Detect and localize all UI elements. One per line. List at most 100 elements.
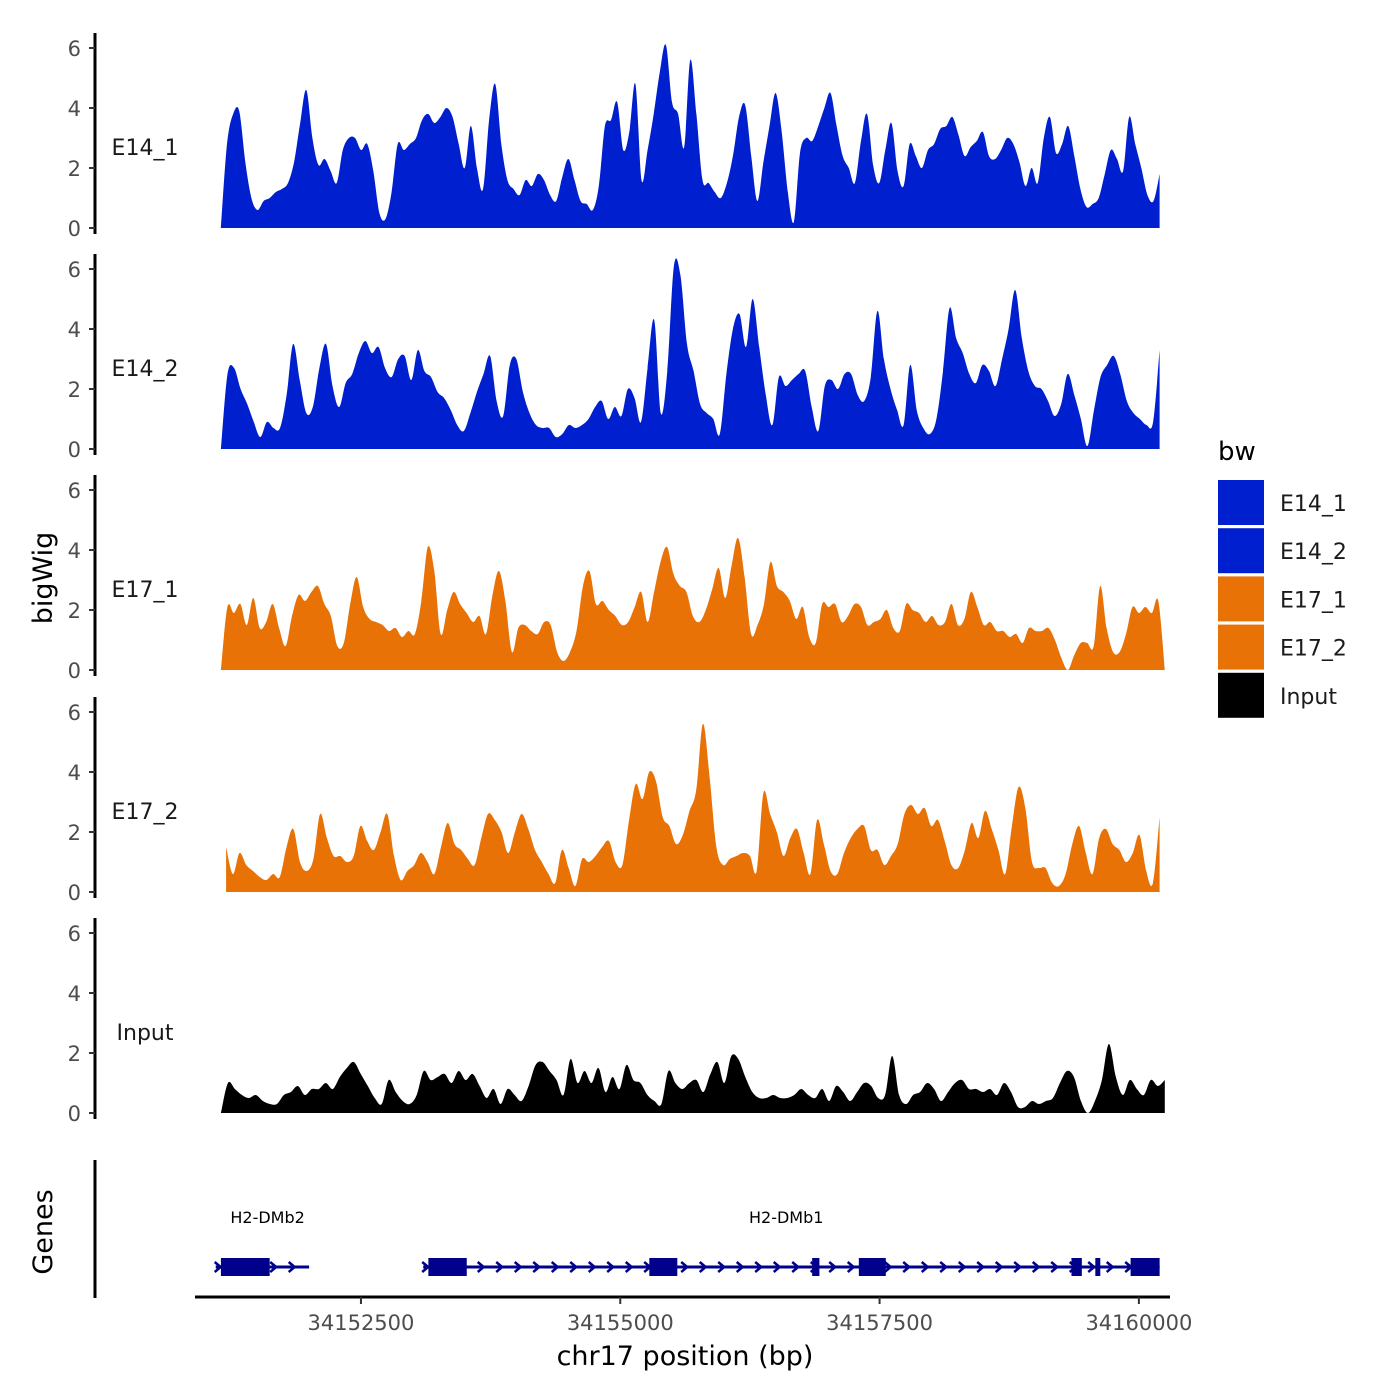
exon bbox=[220, 1258, 270, 1276]
strand-arrow bbox=[1031, 1261, 1041, 1273]
exon bbox=[1095, 1258, 1101, 1276]
strand-arrow bbox=[717, 1261, 727, 1273]
exon bbox=[649, 1258, 678, 1276]
legend-label: Input bbox=[1280, 685, 1337, 710]
strand-arrow bbox=[939, 1261, 949, 1273]
exon bbox=[1071, 1258, 1082, 1276]
strand-arrow bbox=[532, 1261, 542, 1273]
x-axis: 34152500 34155000 34157500 34160000 bbox=[195, 1295, 1192, 1335]
legend-label: E17_2 bbox=[1280, 637, 1347, 662]
strand-arrow bbox=[883, 1261, 893, 1273]
track-E14_2: 0 2 4 6 E14_2 bbox=[68, 254, 1160, 462]
y-tick-label: 0 bbox=[68, 1102, 81, 1126]
genes-axis-title: Genes bbox=[28, 1189, 59, 1274]
legend: bw E14_1 E14_2 E17_1 E17_2 Input bbox=[1218, 437, 1347, 718]
strand-arrow bbox=[680, 1261, 690, 1273]
signal-area-Input bbox=[220, 1043, 1165, 1113]
y-tick-label: 4 bbox=[68, 318, 81, 342]
y-tick-label: 0 bbox=[68, 659, 81, 683]
y-tick-label: 2 bbox=[68, 599, 81, 623]
legend-swatch-Input bbox=[1218, 672, 1264, 718]
signal-area-E14_1 bbox=[220, 44, 1160, 228]
y-tick-label: 4 bbox=[68, 761, 81, 785]
strand-arrow bbox=[213, 1261, 223, 1273]
y-tick-label: 4 bbox=[68, 982, 81, 1006]
x-axis-title: chr17 position (bp) bbox=[557, 1341, 814, 1372]
strand-arrow bbox=[754, 1261, 764, 1273]
y-tick-label: 6 bbox=[68, 479, 81, 503]
strand-arrow bbox=[735, 1261, 745, 1273]
x-tick-label: 34155000 bbox=[567, 1311, 674, 1335]
strand-arrow bbox=[1050, 1261, 1060, 1273]
signal-tracks: 0 2 4 6 E14_1 0 2 4 6 E14_2 0 2 4 6 E17_1 0 2 4 6 E17_2 0 2 4 6… bbox=[68, 33, 1165, 1126]
legend-swatch-E17_2 bbox=[1218, 624, 1264, 670]
strand-arrow bbox=[476, 1261, 486, 1273]
strand-arrow bbox=[624, 1261, 634, 1273]
y-tick-label: 2 bbox=[68, 157, 81, 181]
x-tick-label: 34160000 bbox=[1085, 1311, 1192, 1335]
strand-arrow bbox=[791, 1261, 801, 1273]
track-Input: 0 2 4 6 Input bbox=[68, 918, 1165, 1126]
strand-arrow bbox=[994, 1261, 1004, 1273]
x-tick-label: 34152500 bbox=[308, 1311, 415, 1335]
strand-arrow bbox=[772, 1261, 782, 1273]
strand-arrow bbox=[587, 1261, 597, 1273]
gene-H2-DMb1: H2-DMb1 bbox=[421, 1208, 1160, 1276]
track-E17_2: 0 2 4 6 E17_2 bbox=[68, 697, 1160, 905]
track-label: E17_2 bbox=[112, 800, 179, 825]
strand-arrow bbox=[550, 1261, 560, 1273]
signal-area-E17_1 bbox=[220, 537, 1165, 670]
exon bbox=[858, 1258, 886, 1276]
strand-arrow bbox=[269, 1261, 279, 1273]
y-tick-label: 2 bbox=[68, 821, 81, 845]
x-tick-label: 34157500 bbox=[826, 1311, 933, 1335]
strand-arrow bbox=[828, 1261, 838, 1273]
legend-swatch-E17_1 bbox=[1218, 576, 1264, 622]
strand-arrow bbox=[569, 1261, 579, 1273]
legend-swatch-E14_1 bbox=[1218, 480, 1264, 525]
y-tick-label: 6 bbox=[68, 258, 81, 282]
gene-H2-DMb2: H2-DMb2 bbox=[213, 1208, 310, 1276]
y-tick-label: 4 bbox=[68, 97, 81, 121]
y-tick-label: 6 bbox=[68, 922, 81, 946]
strand-arrow bbox=[920, 1261, 930, 1273]
track-label: E14_1 bbox=[112, 136, 179, 161]
legend-label: E14_1 bbox=[1280, 492, 1347, 517]
legend-label: E17_1 bbox=[1280, 588, 1347, 613]
strand-arrow bbox=[1013, 1261, 1023, 1273]
y-tick-label: 6 bbox=[68, 37, 81, 61]
gene-label: H2-DMb1 bbox=[749, 1208, 823, 1227]
exon bbox=[812, 1258, 820, 1276]
legend-label: E14_2 bbox=[1280, 540, 1347, 565]
strand-arrow bbox=[606, 1261, 616, 1273]
y-tick-label: 0 bbox=[68, 438, 81, 462]
strand-arrow bbox=[698, 1261, 708, 1273]
track-E14_1: 0 2 4 6 E14_1 bbox=[68, 33, 1160, 241]
strand-arrow bbox=[957, 1261, 967, 1273]
strand-arrow bbox=[287, 1261, 297, 1273]
track-label: E17_1 bbox=[112, 578, 179, 603]
y-tick-label: 2 bbox=[68, 1042, 81, 1066]
y-tick-label: 2 bbox=[68, 378, 81, 402]
strand-arrow bbox=[902, 1261, 912, 1273]
strand-arrow bbox=[1087, 1261, 1097, 1273]
signal-area-E17_2 bbox=[226, 723, 1160, 892]
track-E17_1: 0 2 4 6 E17_1 bbox=[68, 475, 1165, 683]
y-tick-label: 0 bbox=[68, 217, 81, 241]
gene-label: H2-DMb2 bbox=[230, 1208, 304, 1227]
strand-arrow bbox=[495, 1261, 505, 1273]
exon bbox=[428, 1258, 467, 1276]
y-tick-label: 6 bbox=[68, 701, 81, 725]
gene-track: H2-DMb2 H2-DMb1 bbox=[93, 1160, 1160, 1298]
strand-arrow bbox=[976, 1261, 986, 1273]
strand-arrow bbox=[513, 1261, 523, 1273]
track-label: E14_2 bbox=[112, 357, 179, 382]
strand-arrow bbox=[846, 1261, 856, 1273]
y-axis-title: bigWig bbox=[28, 532, 59, 625]
exon bbox=[1130, 1258, 1160, 1276]
track-label: Input bbox=[117, 1021, 174, 1046]
legend-swatch-E14_2 bbox=[1218, 528, 1264, 574]
strand-arrow bbox=[1105, 1261, 1115, 1273]
legend-title: bw bbox=[1218, 437, 1256, 467]
